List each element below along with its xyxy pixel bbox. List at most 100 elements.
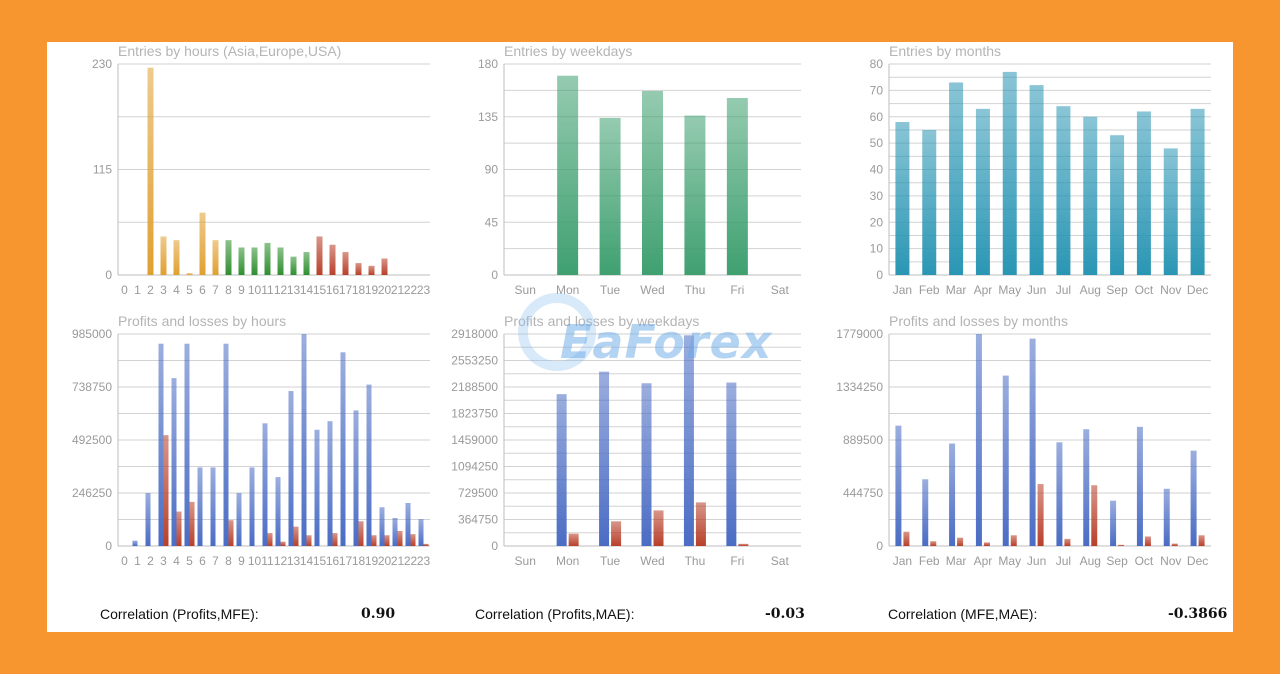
x-tick-label: 13	[287, 283, 301, 297]
x-tick-label: 0	[121, 283, 128, 297]
loss-bar	[903, 531, 910, 546]
loss-bar	[1198, 535, 1205, 546]
x-tick-label: Wed	[640, 554, 664, 568]
profit-bar	[158, 343, 164, 546]
x-tick-label: Dec	[1187, 554, 1208, 568]
x-tick-label: Nov	[1160, 283, 1181, 297]
x-tick-label: Thu	[685, 554, 706, 568]
loss-bar	[306, 535, 312, 546]
x-tick-label: 15	[313, 554, 327, 568]
y-tick-label: 0	[491, 539, 498, 553]
x-tick-label: 8	[225, 554, 232, 568]
x-tick-label: Sat	[771, 554, 790, 568]
loss-bar	[957, 537, 964, 546]
x-tick-label: Sun	[515, 283, 536, 297]
loss-bar	[1037, 484, 1044, 546]
y-tick-label: 50	[870, 136, 884, 150]
bar	[277, 247, 284, 275]
y-tick-label: 180	[478, 57, 498, 71]
watermark-logo-icon	[518, 293, 596, 371]
profit-bar	[418, 519, 424, 546]
loss-bar	[332, 533, 338, 546]
profit-bar	[726, 382, 737, 546]
x-tick-label: 2	[147, 554, 154, 568]
x-tick-label: 6	[199, 283, 206, 297]
x-tick-label: 17	[339, 554, 353, 568]
y-tick-label: 40	[870, 163, 884, 177]
profit-bar	[1083, 429, 1090, 546]
x-tick-label: 1	[134, 283, 141, 297]
x-tick-label: 17	[339, 283, 353, 297]
x-tick-label: 9	[238, 283, 245, 297]
y-tick-label: 2553250	[451, 354, 498, 368]
bar	[684, 115, 706, 275]
y-tick-label: 10	[870, 242, 884, 256]
bar	[147, 67, 154, 276]
bar	[316, 236, 323, 275]
profit-bar	[210, 467, 216, 546]
bar	[922, 129, 937, 275]
x-tick-label: 8	[225, 283, 232, 297]
bar	[1110, 135, 1125, 275]
chart-title-4: Profits and losses by weekdays	[504, 313, 699, 329]
loss-bar	[410, 534, 416, 546]
correlation-label-profits-mfe: Correlation (Profits,MFE):	[100, 606, 259, 622]
profit-bar	[132, 540, 138, 546]
profit-bar	[556, 394, 567, 546]
x-tick-label: 14	[300, 554, 314, 568]
x-tick-label: Jun	[1027, 283, 1046, 297]
chart-title-3: Profits and losses by hours	[118, 313, 286, 329]
bar	[895, 122, 910, 276]
bar	[1190, 108, 1205, 276]
y-tick-label: 230	[92, 57, 112, 71]
y-tick-label: 0	[105, 268, 112, 282]
x-tick-label: Oct	[1135, 554, 1154, 568]
profit-bar	[895, 425, 902, 546]
correlation-value-profits-mae: -0.03	[765, 606, 805, 622]
x-tick-label: 12	[274, 283, 288, 297]
bar	[381, 258, 388, 275]
x-tick-label: 23	[417, 283, 431, 297]
x-tick-label: Apr	[974, 554, 993, 568]
x-tick-label: Jul	[1056, 283, 1071, 297]
x-tick-label: 5	[186, 554, 193, 568]
x-tick-label: Tue	[600, 554, 621, 568]
bar	[599, 117, 621, 275]
bar	[1136, 111, 1151, 275]
x-tick-label: Thu	[685, 283, 706, 297]
bar	[949, 82, 964, 276]
profit-bar	[975, 334, 982, 546]
bar	[225, 240, 232, 275]
profit-bar	[599, 371, 610, 546]
loss-bar	[930, 541, 937, 546]
correlation-value-mfe-mae: -0.3866	[1168, 606, 1228, 622]
bar	[557, 75, 579, 275]
y-tick-label: 90	[485, 163, 499, 177]
bar	[199, 212, 206, 275]
profit-bar	[197, 467, 203, 546]
x-tick-label: 22	[404, 554, 418, 568]
x-tick-label: 11	[261, 283, 274, 297]
loss-bar	[983, 542, 990, 546]
y-tick-label: 0	[876, 268, 883, 282]
x-tick-label: Sep	[1106, 283, 1128, 297]
x-tick-label: Dec	[1187, 283, 1208, 297]
correlation-label-mfe-mae: Correlation (MFE,MAE):	[888, 606, 1038, 622]
y-tick-label: 1823750	[451, 407, 498, 421]
profit-bar	[249, 467, 255, 546]
y-tick-label: 738750	[72, 380, 112, 394]
x-tick-label: 6	[199, 554, 206, 568]
x-tick-label: 16	[326, 554, 340, 568]
loss-bar	[176, 511, 182, 546]
profit-bar	[392, 518, 398, 546]
profit-bar	[949, 443, 956, 546]
x-tick-label: 10	[248, 283, 262, 297]
loss-bar	[568, 533, 579, 546]
x-tick-label: Fri	[730, 554, 744, 568]
bar	[726, 97, 748, 275]
bar	[1002, 71, 1017, 275]
profit-bar	[171, 378, 177, 546]
x-tick-label: 5	[186, 283, 193, 297]
x-tick-label: 18	[352, 554, 366, 568]
x-tick-label: Jan	[893, 554, 912, 568]
